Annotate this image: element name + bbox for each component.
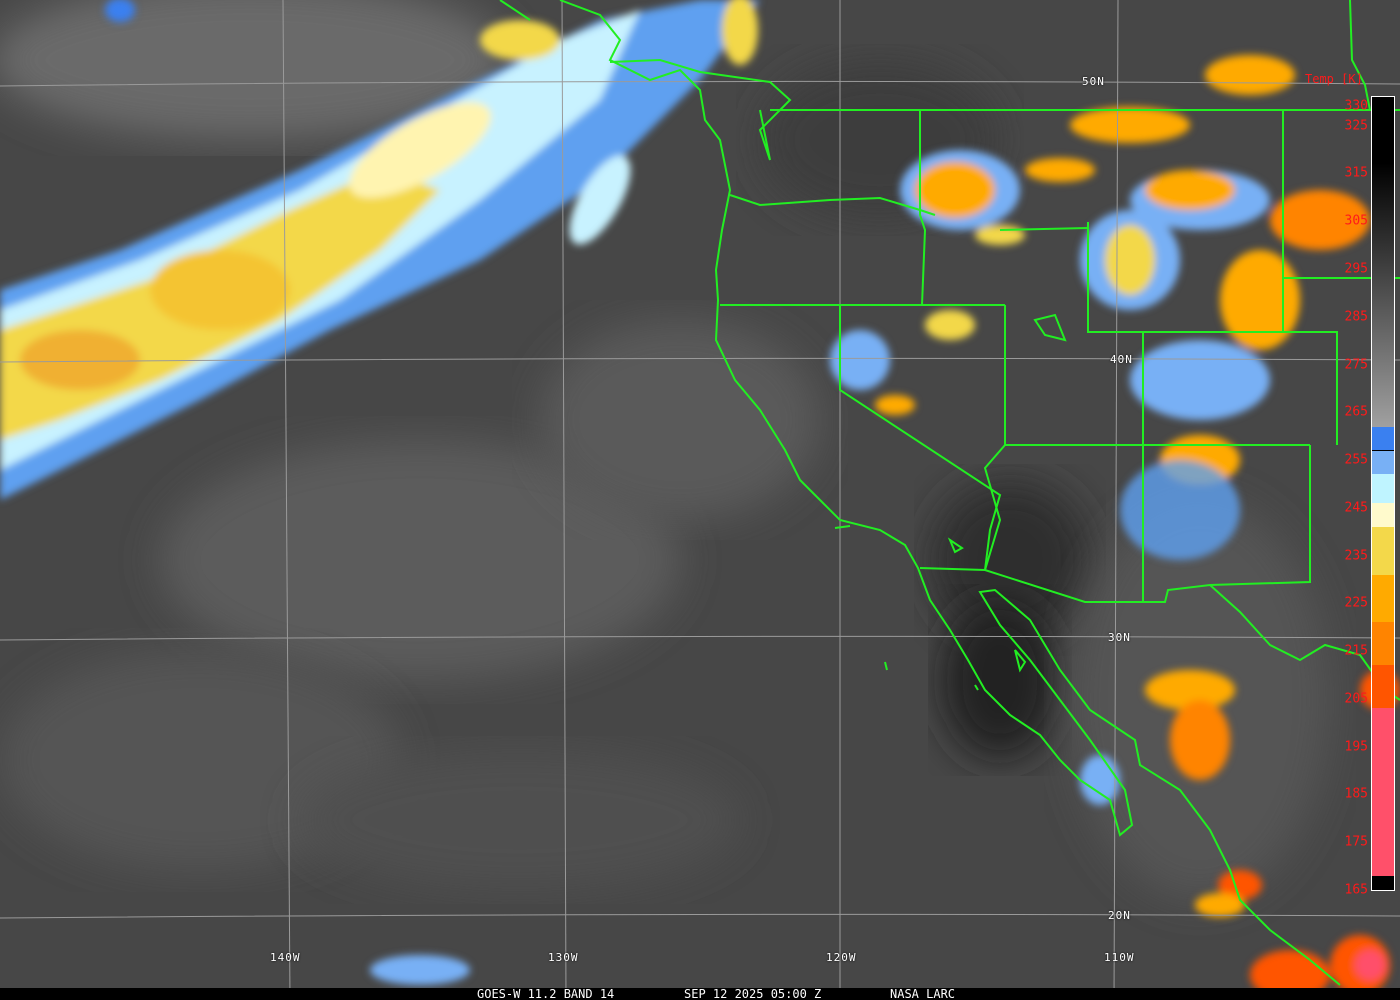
colorbar-tick-label: 165	[1344, 882, 1368, 898]
colorbar-title: Temp [K]	[1305, 72, 1363, 86]
colorbar-tick-label: 325	[1344, 118, 1368, 134]
colorbar-segment	[1372, 450, 1394, 475]
lon-label-120w: 120W	[826, 951, 857, 964]
caption-product: GOES-W 11.2 BAND 14	[477, 987, 615, 1000]
colorbar-segment	[1372, 622, 1394, 666]
colorbar-segment	[1372, 474, 1394, 504]
colorbar-tick-label: 315	[1344, 165, 1368, 181]
colorbar-tick-label: 295	[1344, 261, 1368, 277]
colorbar-segment	[1372, 574, 1394, 623]
caption-credit: NASA LARC	[890, 987, 956, 1000]
colorbar-segment	[1372, 708, 1394, 876]
colorbar-tick-label: 330	[1344, 98, 1368, 114]
colorbar-segment	[1372, 665, 1394, 709]
colorbar-tick-label: 265	[1344, 404, 1368, 420]
colorbar-tick-label: 215	[1344, 643, 1368, 659]
lon-label-130w: 130W	[548, 951, 579, 964]
caption-datetime: SEP 12 2025 05:00 Z	[684, 987, 822, 1000]
lat-label-20n: 20N	[1108, 909, 1131, 922]
colorbar-tick-label: 305	[1344, 213, 1368, 229]
colorbar-tick-label: 195	[1344, 739, 1368, 755]
colorbar-segment	[1372, 503, 1394, 527]
caption-bar: GOES-W 11.2 BAND 14 SEP 12 2025 05:00 Z …	[0, 988, 1400, 1000]
colorbar-segment	[1372, 875, 1394, 890]
colorbar-tick-label: 285	[1344, 309, 1368, 325]
colorbar-tick-label: 225	[1344, 595, 1368, 611]
lon-label-140w: 140W	[270, 951, 301, 964]
colorbar-tick-label: 205	[1344, 691, 1368, 707]
colorbar-tick-label: 235	[1344, 548, 1368, 564]
colorbar-segment	[1372, 426, 1394, 451]
political-boundaries	[499, 0, 1400, 986]
lat-label-40n: 40N	[1110, 353, 1133, 366]
lat-label-30n: 30N	[1108, 631, 1131, 644]
colorbar-tick-label: 245	[1344, 500, 1368, 516]
lat-label-50n: 50N	[1082, 75, 1105, 88]
colorbar-tick-label: 275	[1344, 357, 1368, 373]
lon-label-110w: 110W	[1104, 951, 1135, 964]
colorbar-tick-label: 255	[1344, 452, 1368, 468]
temperature-colorbar	[1371, 96, 1395, 891]
colorbar-segment	[1372, 526, 1394, 575]
colorbar-tick-label: 185	[1344, 786, 1368, 802]
colorbar-segment	[1372, 97, 1394, 427]
colorbar-tick-label: 175	[1344, 834, 1368, 850]
